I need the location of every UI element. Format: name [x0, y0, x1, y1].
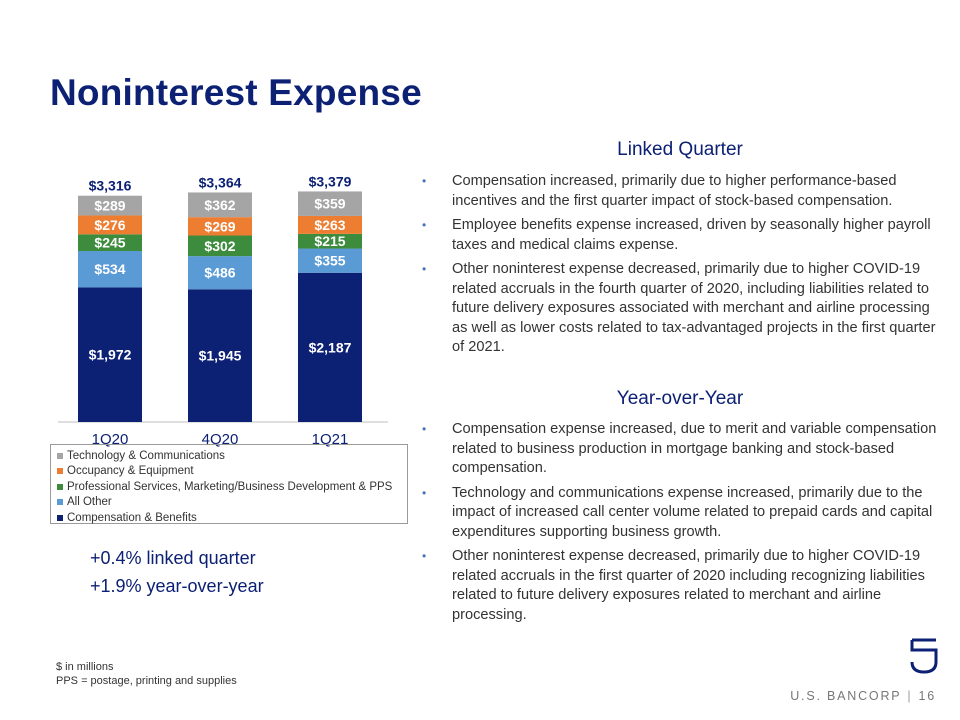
data-label: $362	[204, 197, 235, 213]
data-label: $289	[94, 198, 125, 214]
legend-swatch	[57, 514, 63, 521]
us-bancorp-shield-icon	[910, 638, 938, 674]
year-over-year-change: +1.9% year-over-year	[90, 576, 264, 596]
data-label: $263	[314, 217, 345, 233]
legend-item: Compensation & Benefits	[57, 510, 401, 526]
bar-segment	[78, 287, 142, 422]
legend-label: Professional Services, Marketing/Busines…	[67, 480, 393, 493]
stacked-bar-chart: $1,972 $534 $245 $276 $289 $3,316 1Q20 $1,945 $4…	[58, 173, 388, 448]
legend-item: Occupancy & Equipment	[57, 464, 401, 480]
brand-name: U.S. BANCORP	[790, 689, 902, 703]
year-over-year-bullet: • Compensation expense increased, due to …	[420, 420, 940, 479]
year-over-year-bullet-text: Other noninterest expense decreased, pri…	[452, 548, 925, 623]
bar-segment	[188, 217, 252, 236]
bar-segment	[188, 235, 252, 257]
bar-segment	[78, 195, 142, 216]
footnote-pps: PPS = postage, printing and supplies	[56, 675, 237, 687]
legend-swatch	[57, 452, 63, 459]
bar-segment	[188, 256, 252, 290]
total-label: $3,364	[199, 174, 242, 190]
x-tick-label: 1Q21	[312, 431, 349, 448]
brand-separator: |	[907, 689, 913, 703]
linked-quarter-bullet: • Other noninterest expense decreased, pr…	[420, 260, 940, 358]
bar-segment	[298, 215, 362, 234]
bar-segment	[188, 289, 252, 422]
legend-swatch	[57, 483, 63, 490]
data-label: $269	[204, 218, 235, 234]
page-number: 16	[918, 689, 936, 703]
legend-swatch	[57, 468, 63, 475]
legend-item: All Other	[57, 495, 401, 511]
total-label: $3,316	[89, 178, 132, 194]
bullet-icon: •	[422, 422, 427, 436]
year-over-year-bullet-text: Technology and communications expense in…	[452, 484, 933, 540]
total-label: $3,379	[309, 173, 352, 189]
data-label: $486	[204, 265, 235, 281]
chart-legend: Technology & Communications Occupancy & E…	[50, 444, 408, 524]
x-tick-label: 4Q20	[202, 431, 239, 448]
page-title: Noninterest Expense	[50, 72, 422, 113]
footnotes: $ in millions PPS = postage, printing an…	[56, 660, 237, 688]
data-label: $534	[94, 261, 125, 277]
year-over-year-heading: Year-over-Year	[616, 388, 744, 409]
bullet-icon: •	[422, 549, 427, 563]
year-over-year-bullet: • Other noninterest expense decreased, pr…	[420, 547, 940, 625]
linked-quarter-change: +0.4% linked quarter	[90, 548, 256, 568]
legend-item: Technology & Communications	[57, 448, 401, 464]
legend-swatch	[57, 499, 63, 506]
footer-brand: U.S. BANCORP | 16	[790, 689, 936, 703]
data-label: $355	[314, 253, 345, 269]
bar-segment	[298, 272, 362, 422]
legend-label: Occupancy & Equipment	[67, 465, 194, 478]
year-over-year-bullet-text: Compensation expense increased, due to m…	[452, 421, 937, 476]
x-tick-label: 1Q20	[92, 431, 129, 448]
bullet-icon: •	[422, 262, 427, 276]
data-label: $276	[94, 217, 125, 233]
data-label: $215	[314, 233, 345, 249]
data-label: $245	[94, 235, 125, 251]
bar-segment	[298, 233, 362, 249]
linked-quarter-bullets: • Compensation increased, primarily due t…	[420, 172, 940, 363]
bar-segment	[78, 234, 142, 252]
data-label: $1,945	[199, 348, 242, 364]
legend-label: Technology & Communications	[67, 449, 225, 462]
linked-quarter-bullet: • Employee benefits expense increased, dr…	[420, 216, 940, 255]
bullet-icon: •	[422, 485, 427, 500]
legend-label: All Other	[67, 496, 112, 509]
data-label: $359	[314, 196, 345, 212]
year-over-year-bullet: • Technology and communications expense i…	[420, 484, 940, 543]
bar-segment	[188, 192, 252, 218]
legend-item: Professional Services, Marketing/Busines…	[57, 479, 401, 495]
linked-quarter-bullet: • Compensation increased, primarily due t…	[420, 172, 940, 211]
linked-quarter-bullet-text: Compensation increased, primarily due to…	[452, 173, 897, 209]
linked-quarter-bullet-text: Other noninterest expense decreased, pri…	[452, 261, 936, 355]
bar-segment	[298, 191, 362, 216]
bar-segment	[298, 248, 362, 273]
data-label: $302	[204, 238, 235, 254]
bullet-icon: •	[422, 174, 427, 188]
footnote-units: $ in millions	[56, 661, 114, 673]
bar-segment	[78, 215, 142, 235]
year-over-year-bullets: • Compensation expense increased, due to …	[420, 420, 940, 630]
bullet-icon: •	[422, 218, 427, 232]
legend-label: Compensation & Benefits	[67, 511, 197, 524]
change-summary: +0.4% linked quarter +1.9% year-over-yea…	[90, 544, 264, 600]
data-label: $2,187	[309, 339, 352, 355]
linked-quarter-bullet-text: Employee benefits expense increased, dri…	[452, 217, 931, 253]
data-label: $1,972	[89, 347, 132, 363]
bar-segment	[78, 251, 142, 288]
linked-quarter-heading: Linked Quarter	[617, 139, 743, 160]
